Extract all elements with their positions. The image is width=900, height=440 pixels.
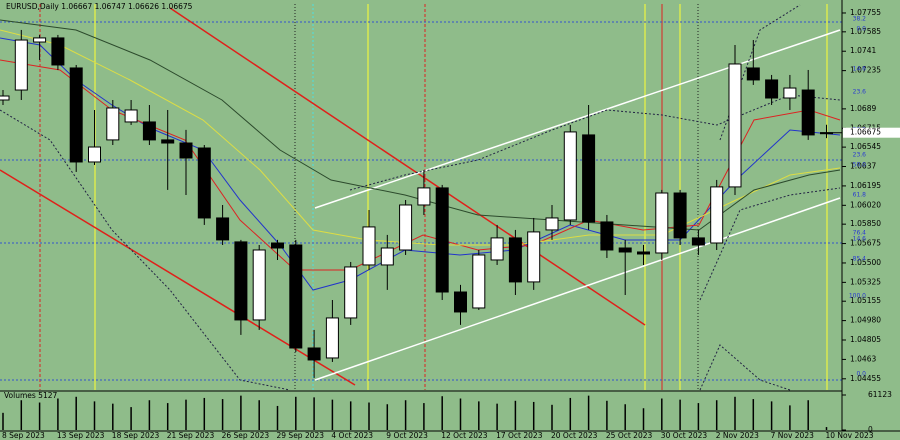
level-label: 14.6 (853, 65, 867, 72)
candle-body (454, 291, 467, 313)
level-label: 23.6 (853, 89, 867, 96)
candle-body (33, 37, 47, 43)
x-tick-label: 21 Sep 2023 (167, 431, 215, 440)
x-tick-label: 2 Nov 2023 (716, 431, 759, 440)
y-tick-label: 1.07235 (850, 66, 881, 75)
level-label: 50.0 (853, 161, 867, 168)
volume-tick-label: 0 (868, 425, 873, 434)
y-tick-label: 1.0637 (850, 162, 876, 171)
y-tick-label: 1.07755 (850, 8, 881, 17)
x-tick-label: 4 Oct 2023 (331, 431, 373, 440)
x-tick-label: 18 Sep 2023 (112, 431, 160, 440)
x-tick-label: 9 Oct 2023 (386, 431, 428, 440)
candle-body (380, 247, 394, 266)
y-tick-label: 1.0689 (850, 104, 876, 113)
volume-tick-label: 61123 (868, 390, 892, 399)
candle-body (801, 89, 815, 136)
level-label: 23.6 (853, 151, 867, 158)
candle-body (106, 107, 120, 141)
candle-body (655, 192, 669, 254)
y-tick-label: 1.06545 (850, 142, 881, 151)
candle-body (362, 226, 376, 266)
candle-body (435, 187, 449, 293)
candle-body (618, 247, 632, 253)
candle-body (197, 147, 211, 219)
x-tick-label: 13 Sep 2023 (57, 431, 105, 440)
candle-body (673, 192, 687, 239)
y-tick-label: 1.06195 (850, 181, 881, 190)
candle-body (637, 251, 650, 255)
candle-body (289, 244, 303, 349)
y-tick-label: 1.05675 (850, 239, 881, 248)
candle-body (417, 187, 431, 206)
y-tick-label: 1.04980 (850, 316, 881, 325)
price-label: 1.06675 (850, 128, 881, 137)
y-tick-label: 1.05325 (850, 277, 881, 286)
candle-body (765, 79, 779, 99)
volume-label: Volumes 5127 (4, 391, 58, 400)
candle-body (88, 146, 101, 163)
x-tick-label: 29 Sep 2023 (277, 431, 325, 440)
y-tick-label: 1.07585 (850, 27, 881, 36)
candle-body (783, 87, 797, 99)
candle-body (124, 109, 138, 123)
candle-body (14, 39, 28, 91)
candle-body (307, 347, 321, 361)
candle-body (325, 317, 339, 359)
candle-body (252, 249, 266, 321)
candle-body (216, 217, 230, 241)
y-tick-label: 1.05155 (850, 296, 881, 305)
level-label: 61.8 (853, 191, 867, 198)
y-tick-label: 1.05850 (850, 219, 881, 228)
candle-body (582, 134, 596, 223)
candle-body (600, 221, 614, 251)
x-tick-label: 25 Oct 2023 (606, 431, 653, 440)
x-tick-label: 10 Nov 2023 (826, 431, 874, 440)
level-label: 100.0 (849, 292, 866, 299)
candle-body (545, 217, 559, 231)
candle-body (51, 37, 65, 66)
y-tick-label: 1.04455 (850, 374, 881, 383)
y-tick-label: 1.06020 (850, 200, 881, 209)
x-tick-label: 30 Oct 2023 (661, 431, 708, 440)
candle-body (527, 231, 541, 283)
level-label: 14.6 (853, 235, 867, 242)
level-label: 0.0 (856, 370, 866, 377)
candle-body (0, 95, 10, 101)
candle-body (161, 139, 175, 144)
x-tick-label: 26 Sep 2023 (222, 431, 270, 440)
x-tick-label: 20 Oct 2023 (551, 431, 598, 440)
y-tick-label: 1.05500 (850, 258, 881, 267)
candle-body (490, 237, 504, 261)
x-tick-label: 17 Oct 2023 (496, 431, 543, 440)
candle-body (508, 237, 522, 283)
level-label: 0.0 (856, 25, 866, 32)
candle-body (746, 67, 760, 81)
candle-body (472, 254, 486, 309)
candle-body (563, 131, 577, 221)
y-tick-label: 1.0463 (850, 354, 876, 363)
candle-body (69, 67, 83, 163)
candle-body (271, 242, 284, 249)
candle-body (691, 237, 705, 246)
candle-body (344, 266, 358, 319)
x-tick-label: 8 Sep 2023 (2, 431, 45, 440)
candle-body (399, 204, 413, 251)
y-tick-label: 1.0741 (850, 46, 876, 55)
candle-body (728, 63, 742, 188)
candle-body (710, 186, 724, 244)
level-label: 85.4 (853, 255, 867, 262)
y-tick-label: 1.04805 (850, 335, 881, 344)
x-tick-label: 12 Oct 2023 (441, 431, 488, 440)
candle-body (142, 121, 156, 141)
candle-body (234, 241, 248, 321)
price-box (843, 127, 900, 138)
level-label: 76.4 (853, 229, 867, 236)
level-label: 38.2 (853, 15, 867, 22)
chart-title: EURUSD,Daily 1.06667 1.06747 1.06626 1.0… (6, 2, 193, 11)
x-tick-label: 7 Nov 2023 (771, 431, 814, 440)
candle-body (179, 142, 193, 159)
